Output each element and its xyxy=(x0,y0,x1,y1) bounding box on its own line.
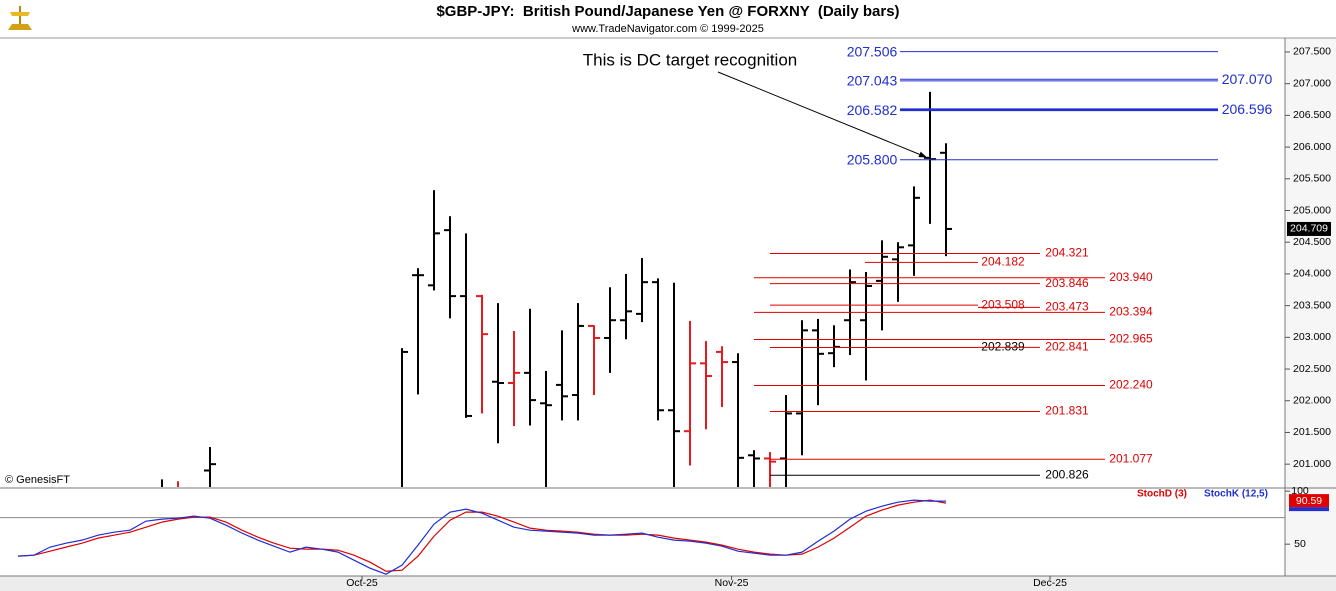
price-panel xyxy=(161,91,952,487)
y-tick-label: 203.000 xyxy=(1293,331,1331,343)
x-tick-label: Oct-25 xyxy=(346,577,378,589)
y-tick-label: 206.000 xyxy=(1293,141,1331,153)
level-label: 203.473 xyxy=(1045,300,1089,314)
y-tick-label: 207.500 xyxy=(1293,46,1331,58)
legend-label: StochK (12,5) xyxy=(1204,489,1268,500)
y-axis-band xyxy=(1285,38,1336,576)
annotation: This is DC target recognition xyxy=(583,50,797,69)
last-price-label: 204.709 xyxy=(1290,223,1328,235)
x-tick-label: Nov-25 xyxy=(715,577,749,589)
level-label: 202.841 xyxy=(1045,340,1089,354)
y-tick-label: 205.500 xyxy=(1293,173,1331,185)
y-tick-label: 204.500 xyxy=(1293,236,1331,248)
y-tick-label: 202.000 xyxy=(1293,395,1331,407)
logo xyxy=(8,6,32,30)
last-value-underline xyxy=(1289,507,1329,512)
chart-title: $GBP-JPY: British Pound/Japanese Yen @ F… xyxy=(436,3,899,20)
level-label: 202.839 xyxy=(981,340,1025,354)
y-tick-label: 100 xyxy=(1291,485,1309,497)
y-tick-label: 206.500 xyxy=(1293,109,1331,121)
stoch-line xyxy=(17,499,947,572)
source: © GenesisFT xyxy=(5,474,70,486)
last-value-box xyxy=(1289,494,1329,508)
level-label: 204.182 xyxy=(981,255,1025,269)
y-tick-label: 201.500 xyxy=(1293,426,1331,438)
y-tick-label: 204.000 xyxy=(1293,268,1331,280)
level-label: 201.077 xyxy=(1109,451,1153,465)
stoch-panel xyxy=(0,499,1285,575)
x-axis-band xyxy=(0,576,1336,591)
y-tick-label: 205.000 xyxy=(1293,204,1331,216)
level-label: 207.506 xyxy=(847,43,898,59)
level-label: 202.240 xyxy=(1109,378,1153,392)
level-label: 207.043 xyxy=(847,73,898,89)
last-price-box xyxy=(1287,221,1331,236)
level-label: 203.394 xyxy=(1109,305,1153,319)
level-label: 206.582 xyxy=(847,102,898,118)
last-value-label: 90.59 xyxy=(1296,495,1322,507)
stoch-line xyxy=(17,499,947,575)
level-label: 202.965 xyxy=(1109,332,1153,346)
y-tick-label: 50 xyxy=(1294,538,1306,550)
y-tick-label: 207.000 xyxy=(1293,77,1331,89)
level-label: 203.846 xyxy=(1045,276,1089,290)
level-label: 205.800 xyxy=(847,151,898,167)
y-tick-label: 201.000 xyxy=(1293,458,1331,470)
level-label: 203.508 xyxy=(981,297,1025,311)
level-label: 207.070 xyxy=(1222,71,1273,87)
level-label: 203.940 xyxy=(1109,270,1153,284)
y-tick-label: 203.500 xyxy=(1293,299,1331,311)
annotation-arrow xyxy=(717,71,927,158)
x-tick-label: Dec-25 xyxy=(1033,577,1067,589)
level-label: 200.826 xyxy=(1045,467,1089,481)
chart-subtitle: www.TradeNavigator.com © 1999-2025 xyxy=(571,23,764,35)
y-tick-label: 202.500 xyxy=(1293,363,1331,375)
level-label: 201.831 xyxy=(1045,404,1089,418)
level-label: 204.321 xyxy=(1045,246,1089,260)
legend-label: StochD (3) xyxy=(1137,489,1187,500)
level-label: 206.596 xyxy=(1222,101,1273,117)
